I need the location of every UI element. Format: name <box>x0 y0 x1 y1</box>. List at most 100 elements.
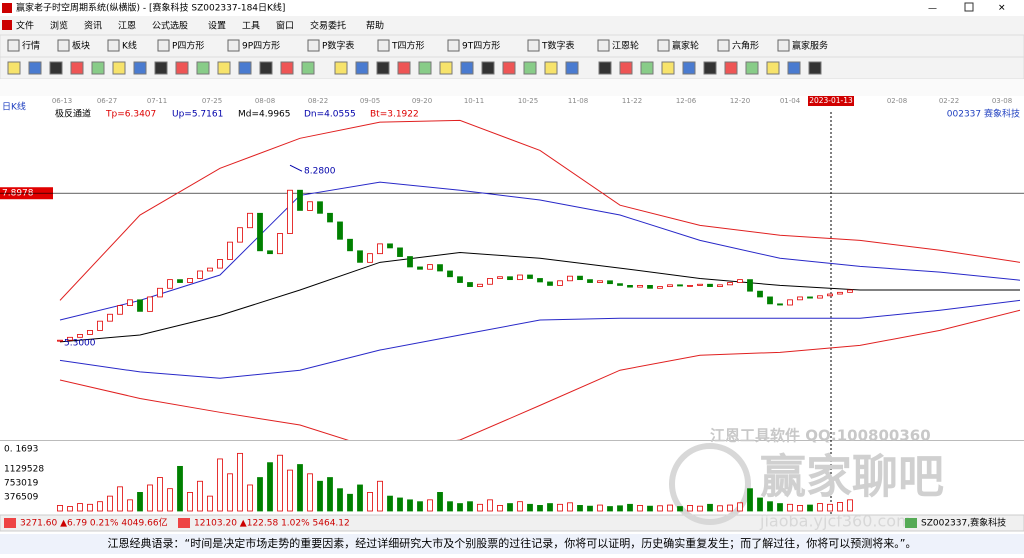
tool-icon[interactable] <box>481 61 495 75</box>
candle <box>377 243 383 255</box>
volume-bar <box>477 503 483 512</box>
volume-bar <box>617 505 623 512</box>
minimize[interactable]: — <box>928 4 937 14</box>
tool-button[interactable]: T四方形 <box>391 40 425 52</box>
tool-icon[interactable] <box>154 61 168 75</box>
tool-icon[interactable] <box>460 61 474 75</box>
tool-icon[interactable] <box>70 61 84 75</box>
tool-icon[interactable] <box>91 61 105 75</box>
tool-icon[interactable] <box>334 61 348 75</box>
tool-icon[interactable] <box>355 61 369 75</box>
tool-icon[interactable] <box>439 61 453 75</box>
volume-bar <box>747 488 753 512</box>
candle <box>57 339 63 342</box>
volume-bar <box>217 458 223 512</box>
tool-button[interactable]: 9T四方形 <box>462 40 500 52</box>
menu-item[interactable]: 浏览 <box>50 20 68 32</box>
indicator-param: Up=5.7161 <box>172 110 223 120</box>
tool-icon[interactable] <box>217 61 231 75</box>
menu-item[interactable]: 资讯 <box>84 21 102 32</box>
tool-icon[interactable] <box>703 61 717 75</box>
candle <box>167 279 173 289</box>
tool-icon[interactable] <box>418 61 432 75</box>
maximize[interactable] <box>964 2 974 12</box>
tool-button[interactable]: P四方形 <box>172 40 204 52</box>
tool-icon[interactable] <box>112 61 126 75</box>
menu-item[interactable]: 江恩 <box>118 21 136 32</box>
tool-icon[interactable] <box>787 61 801 75</box>
tool-icon[interactable] <box>544 61 558 75</box>
title-bar <box>0 0 1024 16</box>
tool-button[interactable]: 江恩轮 <box>612 40 639 52</box>
tool-icon[interactable] <box>724 61 738 75</box>
candle <box>417 266 423 270</box>
tool-icon[interactable] <box>175 61 189 75</box>
tool-icon[interactable] <box>565 61 579 75</box>
volume-bar <box>407 499 413 512</box>
menu-item[interactable]: 帮助 <box>366 20 384 32</box>
candle <box>427 264 433 270</box>
tool-icon[interactable] <box>280 61 294 75</box>
tool-icon[interactable] <box>640 61 654 75</box>
channel-line <box>59 252 1020 343</box>
menu-item[interactable]: 设置 <box>208 21 226 32</box>
volume-bar <box>817 503 823 512</box>
tool-icon[interactable] <box>196 61 210 75</box>
tool-icon <box>107 39 120 52</box>
menu-item[interactable]: 交易委托 <box>310 20 346 32</box>
tool-icon[interactable] <box>808 61 822 75</box>
menu-item[interactable]: 文件 <box>16 20 34 32</box>
tool-icon[interactable] <box>745 61 759 75</box>
volume-bar <box>647 505 653 512</box>
candle <box>727 282 733 286</box>
tool-icon[interactable] <box>301 61 315 75</box>
volume-bar <box>117 486 123 512</box>
candle <box>177 279 183 283</box>
tool-icon[interactable] <box>766 61 780 75</box>
candle <box>487 278 493 285</box>
tool-button[interactable]: K线 <box>122 40 137 52</box>
tool-icon[interactable] <box>376 61 390 75</box>
tool-icon[interactable] <box>619 61 633 75</box>
close[interactable]: ✕ <box>998 4 1006 14</box>
candle <box>717 284 723 287</box>
candle <box>587 279 593 283</box>
tool-icon[interactable] <box>28 61 42 75</box>
volume-bar <box>767 501 773 512</box>
tool-icon[interactable] <box>682 61 696 75</box>
tool-icon[interactable] <box>397 61 411 75</box>
tool-icon[interactable] <box>523 61 537 75</box>
volume-bar <box>107 495 113 512</box>
volume-bar <box>187 492 193 512</box>
tool-button[interactable]: T数字表 <box>541 40 575 52</box>
menu-item[interactable]: 窗口 <box>276 20 294 32</box>
tool-icon[interactable] <box>502 61 516 75</box>
volume-bar <box>237 452 243 512</box>
volume-bar <box>737 502 743 512</box>
volume-bar <box>427 499 433 512</box>
menu-item[interactable]: 公式选股 <box>152 20 188 32</box>
tool-icon[interactable] <box>598 61 612 75</box>
tool-icon[interactable] <box>133 61 147 75</box>
tool-button[interactable]: 赢家服务 <box>792 40 828 52</box>
tool-icon[interactable] <box>238 61 252 75</box>
candle <box>247 212 253 229</box>
menu-item[interactable]: 工具 <box>242 21 260 32</box>
price-pane <box>57 119 1021 440</box>
candle <box>757 290 763 298</box>
tool-button[interactable]: 9P四方形 <box>242 40 280 52</box>
tool-icon[interactable] <box>49 61 63 75</box>
tool-button[interactable]: 六角形 <box>732 40 759 52</box>
tool-icon <box>777 39 790 52</box>
tool-icon[interactable] <box>661 61 675 75</box>
tool-button[interactable]: P数字表 <box>322 40 354 52</box>
tool-icon[interactable] <box>259 61 273 75</box>
tool-icon[interactable] <box>7 61 21 75</box>
tool-button[interactable]: 板块 <box>72 40 90 52</box>
volume-tick-label: 1129528 <box>4 465 44 475</box>
candle <box>767 296 773 305</box>
tool-button[interactable]: 行情 <box>22 40 40 52</box>
candle <box>677 284 683 287</box>
tool-button[interactable]: 赢家轮 <box>672 40 699 52</box>
